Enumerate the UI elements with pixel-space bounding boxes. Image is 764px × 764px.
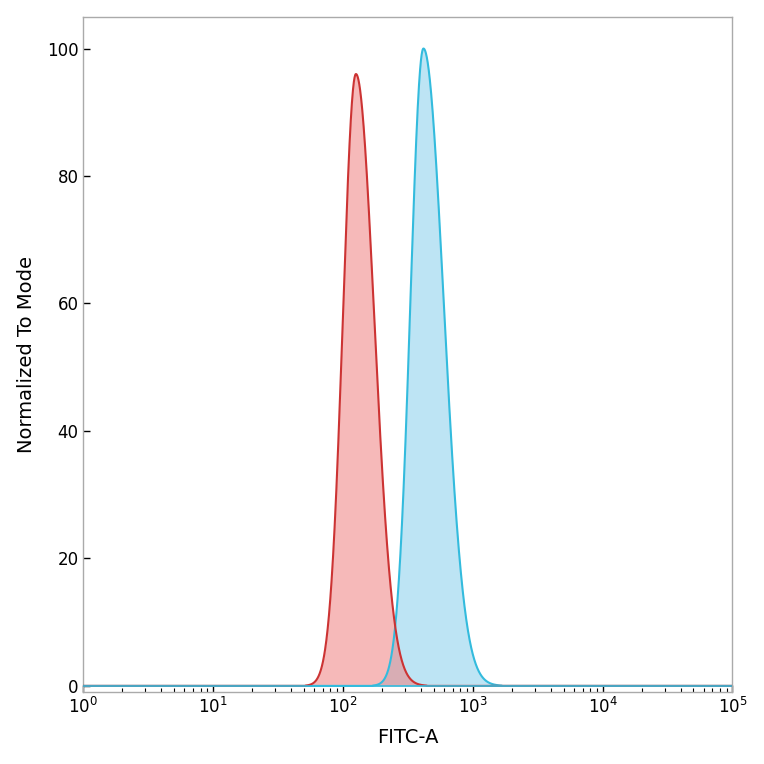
X-axis label: FITC-A: FITC-A [377,728,439,747]
Y-axis label: Normalized To Mode: Normalized To Mode [17,256,36,453]
